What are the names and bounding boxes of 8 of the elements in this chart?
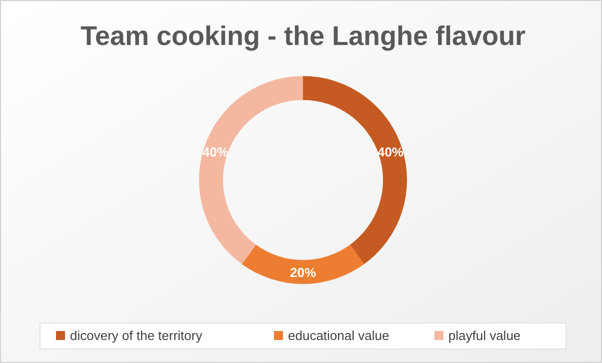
legend-label: educational value [288,328,390,343]
donut-slice [242,244,364,284]
chart-title: Team cooking - the Langhe flavour [80,21,526,51]
legend-label: dicovery of the territory [70,328,203,343]
data-label: 20% [290,265,316,280]
donut-slice [303,76,407,264]
legend-label: playful value [448,328,521,343]
donut-slice [199,76,303,264]
